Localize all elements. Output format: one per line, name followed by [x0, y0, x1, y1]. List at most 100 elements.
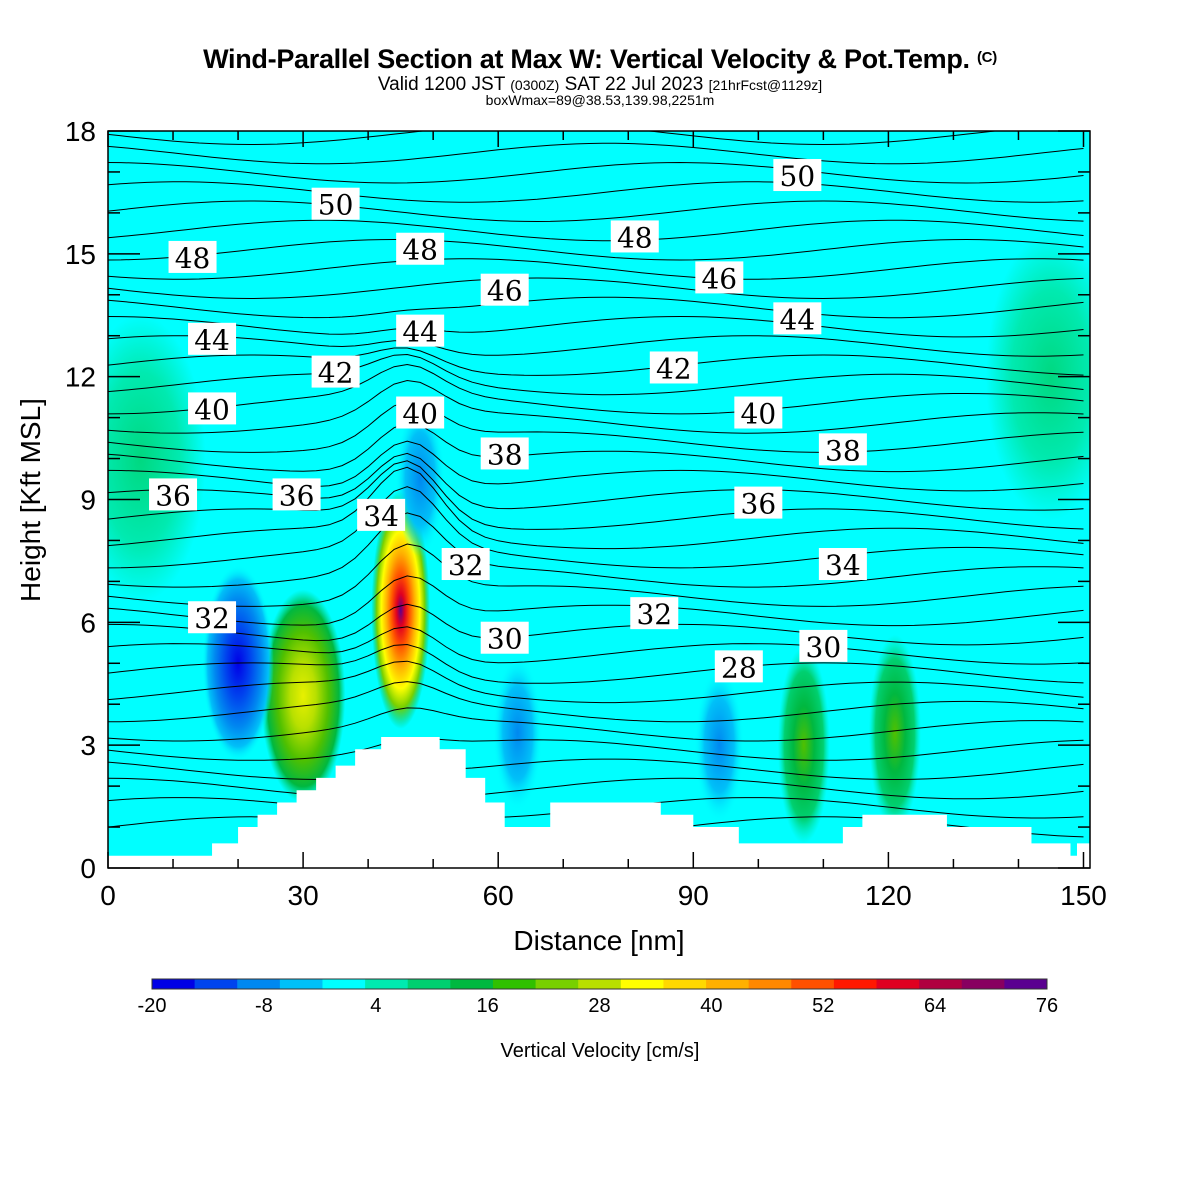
isentrope-line [108, 181, 1084, 203]
colorbar-swatch [152, 979, 196, 989]
colorbar-swatch [663, 979, 707, 989]
isentrope-line [108, 575, 1084, 627]
isentrope-line [108, 142, 1084, 165]
isentrope-line [108, 200, 1084, 223]
velocity-cell-10 [985, 233, 1090, 520]
vertical-velocity-background [108, 131, 1090, 868]
theta-label-text: 40 [741, 398, 777, 431]
theta-label-text: 40 [402, 398, 438, 431]
x-tick-label: 0 [100, 880, 116, 911]
isentrope-line [108, 105, 1084, 126]
y-tick-label: 15 [65, 239, 96, 270]
isentrope-line [108, 643, 1084, 684]
velocity-cell-4 [492, 655, 543, 811]
theta-label-text: 48 [617, 221, 653, 254]
theta-label: 44 [396, 314, 445, 349]
theta-label: 38 [818, 433, 867, 467]
isentrope-line [108, 603, 1084, 646]
isentrope-line [108, 379, 1084, 434]
isentrope-line [108, 422, 1084, 473]
y-tick-label: 9 [80, 485, 96, 516]
isentrope-line [108, 400, 1084, 453]
colorbar-swatch [322, 979, 366, 989]
theta-label-text: 44 [194, 324, 230, 357]
theta-label: 34 [818, 548, 867, 582]
velocity-cell-5 [777, 646, 830, 844]
colorbar-tick-label: 28 [588, 995, 610, 1017]
velocity-cell-2 [260, 589, 346, 803]
isentrope-line [108, 543, 1084, 607]
theta-label-text: 36 [741, 488, 777, 521]
colorbar-tick-label: 52 [812, 995, 834, 1017]
colorbar-swatch [791, 979, 835, 989]
theta-label-text: 38 [487, 438, 523, 471]
theta-label: 36 [149, 478, 198, 512]
y-tick-label: 6 [80, 607, 96, 638]
x-tick-label: 90 [678, 880, 709, 911]
theta-label-text: 30 [806, 631, 842, 664]
plot-area: 50 50 48 48 48 46 46 44 44 44 42 42 40 40 40 38 38 36 36 36… [108, 105, 1090, 868]
colorbar-tick-label: 76 [1036, 995, 1058, 1017]
velocity-cell-6 [868, 634, 921, 832]
colorbar-swatch [237, 979, 281, 989]
theta-label: 48 [610, 220, 659, 254]
theta-label: 36 [734, 486, 783, 521]
isentrope-line [108, 296, 1084, 319]
colorbar-swatch [407, 979, 451, 989]
theta-label: 28 [714, 650, 763, 684]
colorbar-swatch [706, 979, 750, 989]
theta-label-text: 32 [636, 598, 672, 631]
theta-label-text: 38 [825, 434, 861, 467]
colorbar-swatch [578, 979, 622, 989]
isentrope-line [108, 315, 1084, 338]
theta-label-text: 32 [194, 602, 230, 635]
isentrope-line [108, 347, 1084, 376]
theta-label: 38 [480, 437, 529, 471]
theta-label: 32 [441, 548, 490, 582]
theta-label-text: 46 [701, 262, 737, 295]
y-tick-label: 0 [80, 853, 96, 884]
theta-label: 40 [396, 396, 445, 431]
theta-label-text: 44 [402, 316, 438, 349]
colorbar-frame [151, 978, 1048, 990]
theta-label: 42 [311, 355, 360, 390]
y-tick-label: 18 [65, 116, 96, 147]
isentrope-line [108, 660, 1084, 704]
colorbar-swatch [450, 979, 494, 989]
theta-label-text: 34 [825, 549, 861, 582]
theta-label-text: 28 [721, 651, 757, 684]
colorbar-swatch [365, 979, 409, 989]
colorbar-tick-label: 16 [477, 995, 499, 1017]
theta-label: 42 [649, 351, 698, 385]
chart-title: Wind-Parallel Section at Max W: Vertical… [0, 44, 1200, 75]
theta-label-text: 44 [780, 303, 816, 336]
x-tick-label: 30 [288, 880, 319, 911]
colorbar-tick-label: 64 [924, 995, 946, 1017]
colorbar-swatch [492, 979, 537, 989]
theta-label: 46 [480, 273, 529, 308]
colorbar-swatch [194, 979, 238, 989]
isentrope-line [108, 452, 1084, 511]
y-axis-label: Height [Kft MSL] [15, 398, 46, 602]
isentrope-line [108, 512, 1084, 588]
colorbar-tick-label: -8 [255, 995, 273, 1017]
isentrope-line [108, 131, 1000, 146]
isentrope-line [108, 460, 1084, 530]
y-tick-label: 3 [80, 730, 96, 761]
colorbar-swatch [535, 979, 579, 989]
theta-label-text: 46 [487, 275, 523, 308]
theta-label: 44 [773, 302, 822, 336]
isentrope-line [108, 486, 1084, 569]
colorbar-tick-label: -20 [138, 995, 167, 1017]
isentrope-line [108, 758, 1084, 781]
velocity-cell-8 [395, 401, 445, 557]
theta-label-text: 34 [363, 500, 399, 533]
theta-label: 40 [734, 396, 783, 431]
theta-label: 48 [396, 232, 445, 267]
theta-label: 32 [630, 597, 679, 631]
terrain-profile [108, 736, 1090, 868]
theta-label: 40 [188, 392, 237, 426]
colorbar-swatch [279, 979, 323, 989]
